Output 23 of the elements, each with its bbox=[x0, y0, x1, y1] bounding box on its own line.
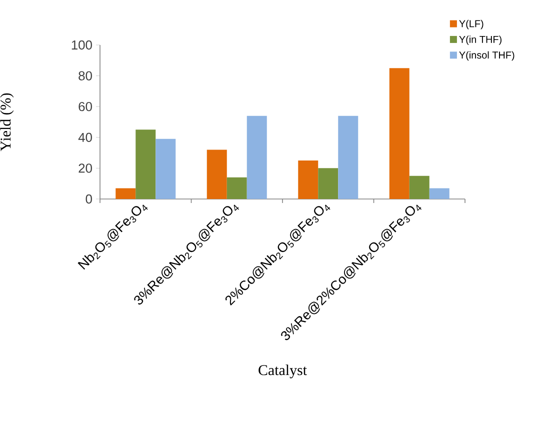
bar bbox=[156, 138, 176, 199]
bar bbox=[246, 116, 267, 199]
bar bbox=[338, 116, 358, 199]
y-tick-label: 0 bbox=[86, 194, 92, 204]
bar bbox=[389, 68, 410, 199]
y-axis-title: Yield (%) bbox=[0, 93, 14, 152]
y-tick-label: 100 bbox=[72, 40, 92, 50]
bar bbox=[226, 177, 247, 199]
legend-label: Y(in THF) bbox=[459, 36, 502, 45]
bar bbox=[409, 176, 430, 199]
y-tick-label: 60 bbox=[78, 102, 92, 112]
y-tick-label: 20 bbox=[78, 164, 92, 173]
bar bbox=[298, 160, 318, 199]
bar bbox=[429, 188, 450, 199]
legend-label: Y(LF) bbox=[459, 20, 484, 30]
bar bbox=[206, 150, 227, 199]
legend-label: Y(insol THF) bbox=[459, 51, 514, 61]
bar bbox=[116, 188, 136, 199]
y-tick-label: 40 bbox=[78, 132, 92, 142]
x-axis-title: Catalyst bbox=[258, 364, 307, 378]
y-tick-label: 80 bbox=[78, 71, 92, 80]
bar bbox=[136, 130, 156, 199]
bar bbox=[318, 168, 338, 199]
